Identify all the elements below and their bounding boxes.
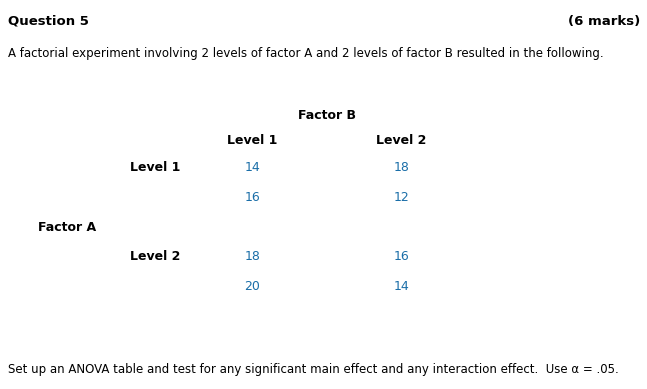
Text: Factor A: Factor A xyxy=(38,221,96,234)
Text: 14: 14 xyxy=(393,280,409,293)
Text: Level 1: Level 1 xyxy=(227,134,278,147)
Text: Set up an ANOVA table and test for any significant main effect and any interacti: Set up an ANOVA table and test for any s… xyxy=(8,363,619,375)
Text: 14: 14 xyxy=(245,161,260,174)
Text: Level 1: Level 1 xyxy=(130,161,181,174)
Text: 16: 16 xyxy=(245,191,260,203)
Text: (6 marks): (6 marks) xyxy=(568,15,641,28)
Text: Level 2: Level 2 xyxy=(376,134,426,147)
Text: 12: 12 xyxy=(393,191,409,203)
Text: 18: 18 xyxy=(245,250,260,263)
Text: Question 5: Question 5 xyxy=(8,15,89,28)
Text: 16: 16 xyxy=(393,250,409,263)
Text: A factorial experiment involving 2 levels of factor A and 2 levels of factor B r: A factorial experiment involving 2 level… xyxy=(8,47,604,60)
Text: Level 2: Level 2 xyxy=(130,250,181,263)
Text: 20: 20 xyxy=(245,280,260,293)
Text: 18: 18 xyxy=(393,161,409,174)
Text: Factor B: Factor B xyxy=(298,109,356,122)
